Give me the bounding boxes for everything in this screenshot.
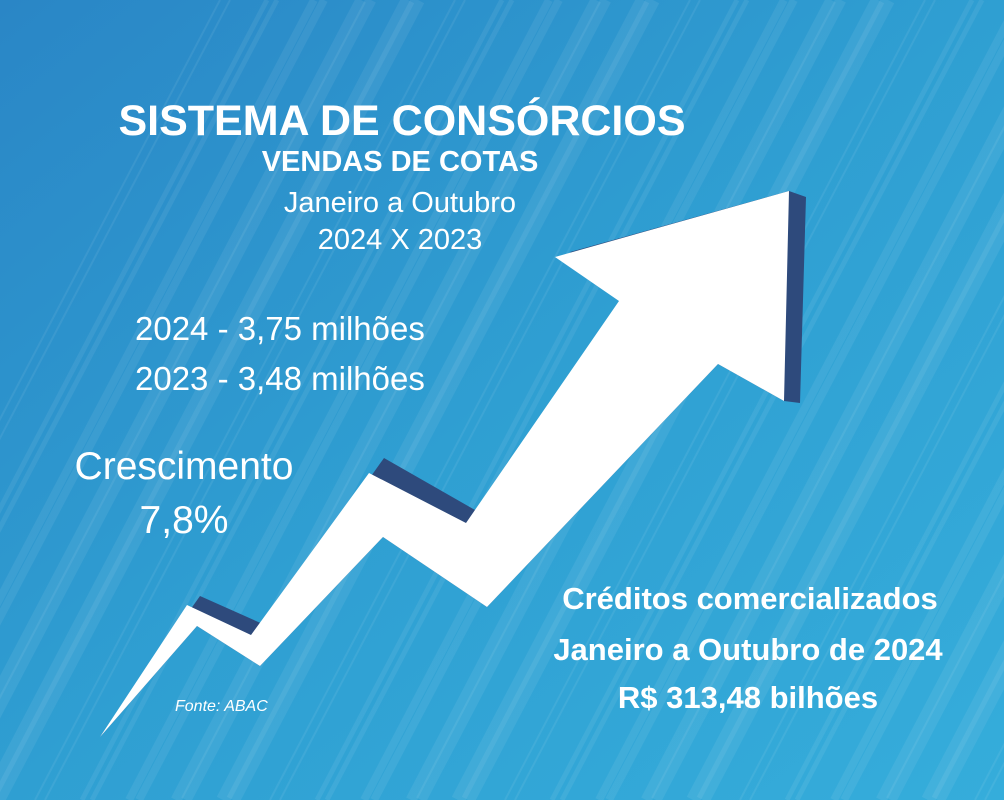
background-streak — [324, 0, 750, 800]
background-streak — [686, 192, 1004, 800]
background-streak — [784, 381, 1004, 800]
comparison-label: 2024 X 2023 — [317, 224, 483, 256]
background-streak — [830, 467, 1004, 800]
background-streak — [595, 19, 1004, 800]
background-streak — [0, 0, 415, 793]
background-streak — [34, 0, 456, 800]
growth-label: Crescimento — [74, 445, 294, 488]
background-streak — [0, 0, 328, 626]
background-streak — [876, 553, 1004, 800]
background-streak — [171, 0, 601, 800]
background-streak — [314, 0, 740, 800]
background-streak — [886, 572, 1004, 800]
background-streak — [749, 314, 1004, 800]
rising-zigzag-arrow-icon — [100, 191, 789, 737]
background-streak — [216, 0, 650, 800]
background-streak — [739, 294, 1004, 800]
background-streak — [641, 106, 1004, 800]
subtitle: VENDAS DE COTAS — [261, 146, 539, 178]
background-streak — [44, 0, 466, 800]
background-streak — [504, 0, 926, 800]
credits-value: R$ 313,48 bilhões — [617, 680, 879, 715]
background-streak — [605, 39, 1004, 800]
period-label: Janeiro a Outubro — [283, 187, 517, 219]
background-streak — [794, 400, 1004, 800]
background-streak — [0, 0, 270, 514]
background-streak — [181, 0, 611, 800]
background-streak — [0, 0, 221, 422]
credits-title: Créditos comercializados — [562, 581, 938, 616]
background-streak — [0, 0, 231, 441]
background-streak — [279, 0, 701, 800]
background-streak — [125, 0, 553, 800]
background-streak — [651, 125, 1004, 800]
background-streak — [559, 0, 985, 800]
background-streak — [226, 0, 660, 800]
background-streak — [0, 0, 376, 719]
background-streak — [0, 0, 366, 700]
credits-period: Janeiro a Outubro de 2024 — [553, 632, 943, 667]
sales-2023: 2023 - 3,48 milhões — [135, 360, 425, 397]
background-streak — [514, 0, 936, 800]
background-streak — [0, 0, 425, 800]
sales-2024: 2024 - 3,75 milhões — [135, 310, 425, 347]
growth-value: 7,8% — [139, 499, 229, 542]
background-streak — [269, 0, 691, 800]
background-streak — [549, 0, 975, 800]
background-streak — [89, 0, 515, 800]
page-title: SISTEMA DE CONSÓRCIOS — [118, 97, 686, 145]
background-streak — [840, 486, 1004, 800]
background-streak — [921, 640, 1004, 800]
background-streak — [0, 0, 318, 607]
background-streak — [135, 0, 563, 800]
background-streak — [696, 211, 1004, 800]
background-streak — [0, 0, 280, 533]
source-note: Fonte: ABAC — [175, 698, 268, 715]
